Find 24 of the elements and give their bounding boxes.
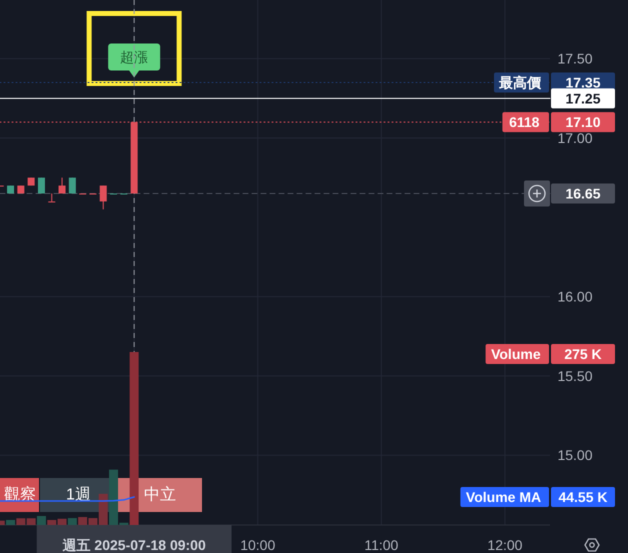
x-tick-label: 12:00 [487, 537, 523, 553]
annotation: 超漲 [120, 48, 148, 65]
y-tick-label: 16.00 [557, 288, 593, 305]
y-tick-label: 15.00 [557, 447, 593, 464]
x-tick-label: 10:00 [240, 537, 276, 553]
ref-line-label: 16.65 [565, 186, 601, 202]
annotation: 中立 [144, 486, 176, 504]
text: Volume [491, 346, 545, 362]
annotation: 1週 [66, 486, 91, 504]
text: 44.55 K [558, 488, 608, 505]
text: 最高價 17.35 [499, 74, 601, 90]
bar [130, 352, 139, 525]
ref-line-label: 17.25 [565, 90, 601, 106]
bar [68, 518, 77, 525]
text: 6118 17.10 [509, 114, 601, 130]
x-tick-label: 11:00 [364, 537, 399, 553]
legend-label: Volume MA [466, 488, 544, 505]
y-tick-label: 17.00 [557, 130, 593, 146]
y-tick-label: 15.50 [557, 368, 593, 384]
picture-callout: 超漲 [108, 43, 160, 78]
x-tick-label: 週五 2025-07-18 09:00 [62, 537, 206, 553]
text: 275 K [564, 346, 602, 362]
y-tick-label: 17.50 [557, 50, 593, 67]
bar [36, 516, 46, 525]
